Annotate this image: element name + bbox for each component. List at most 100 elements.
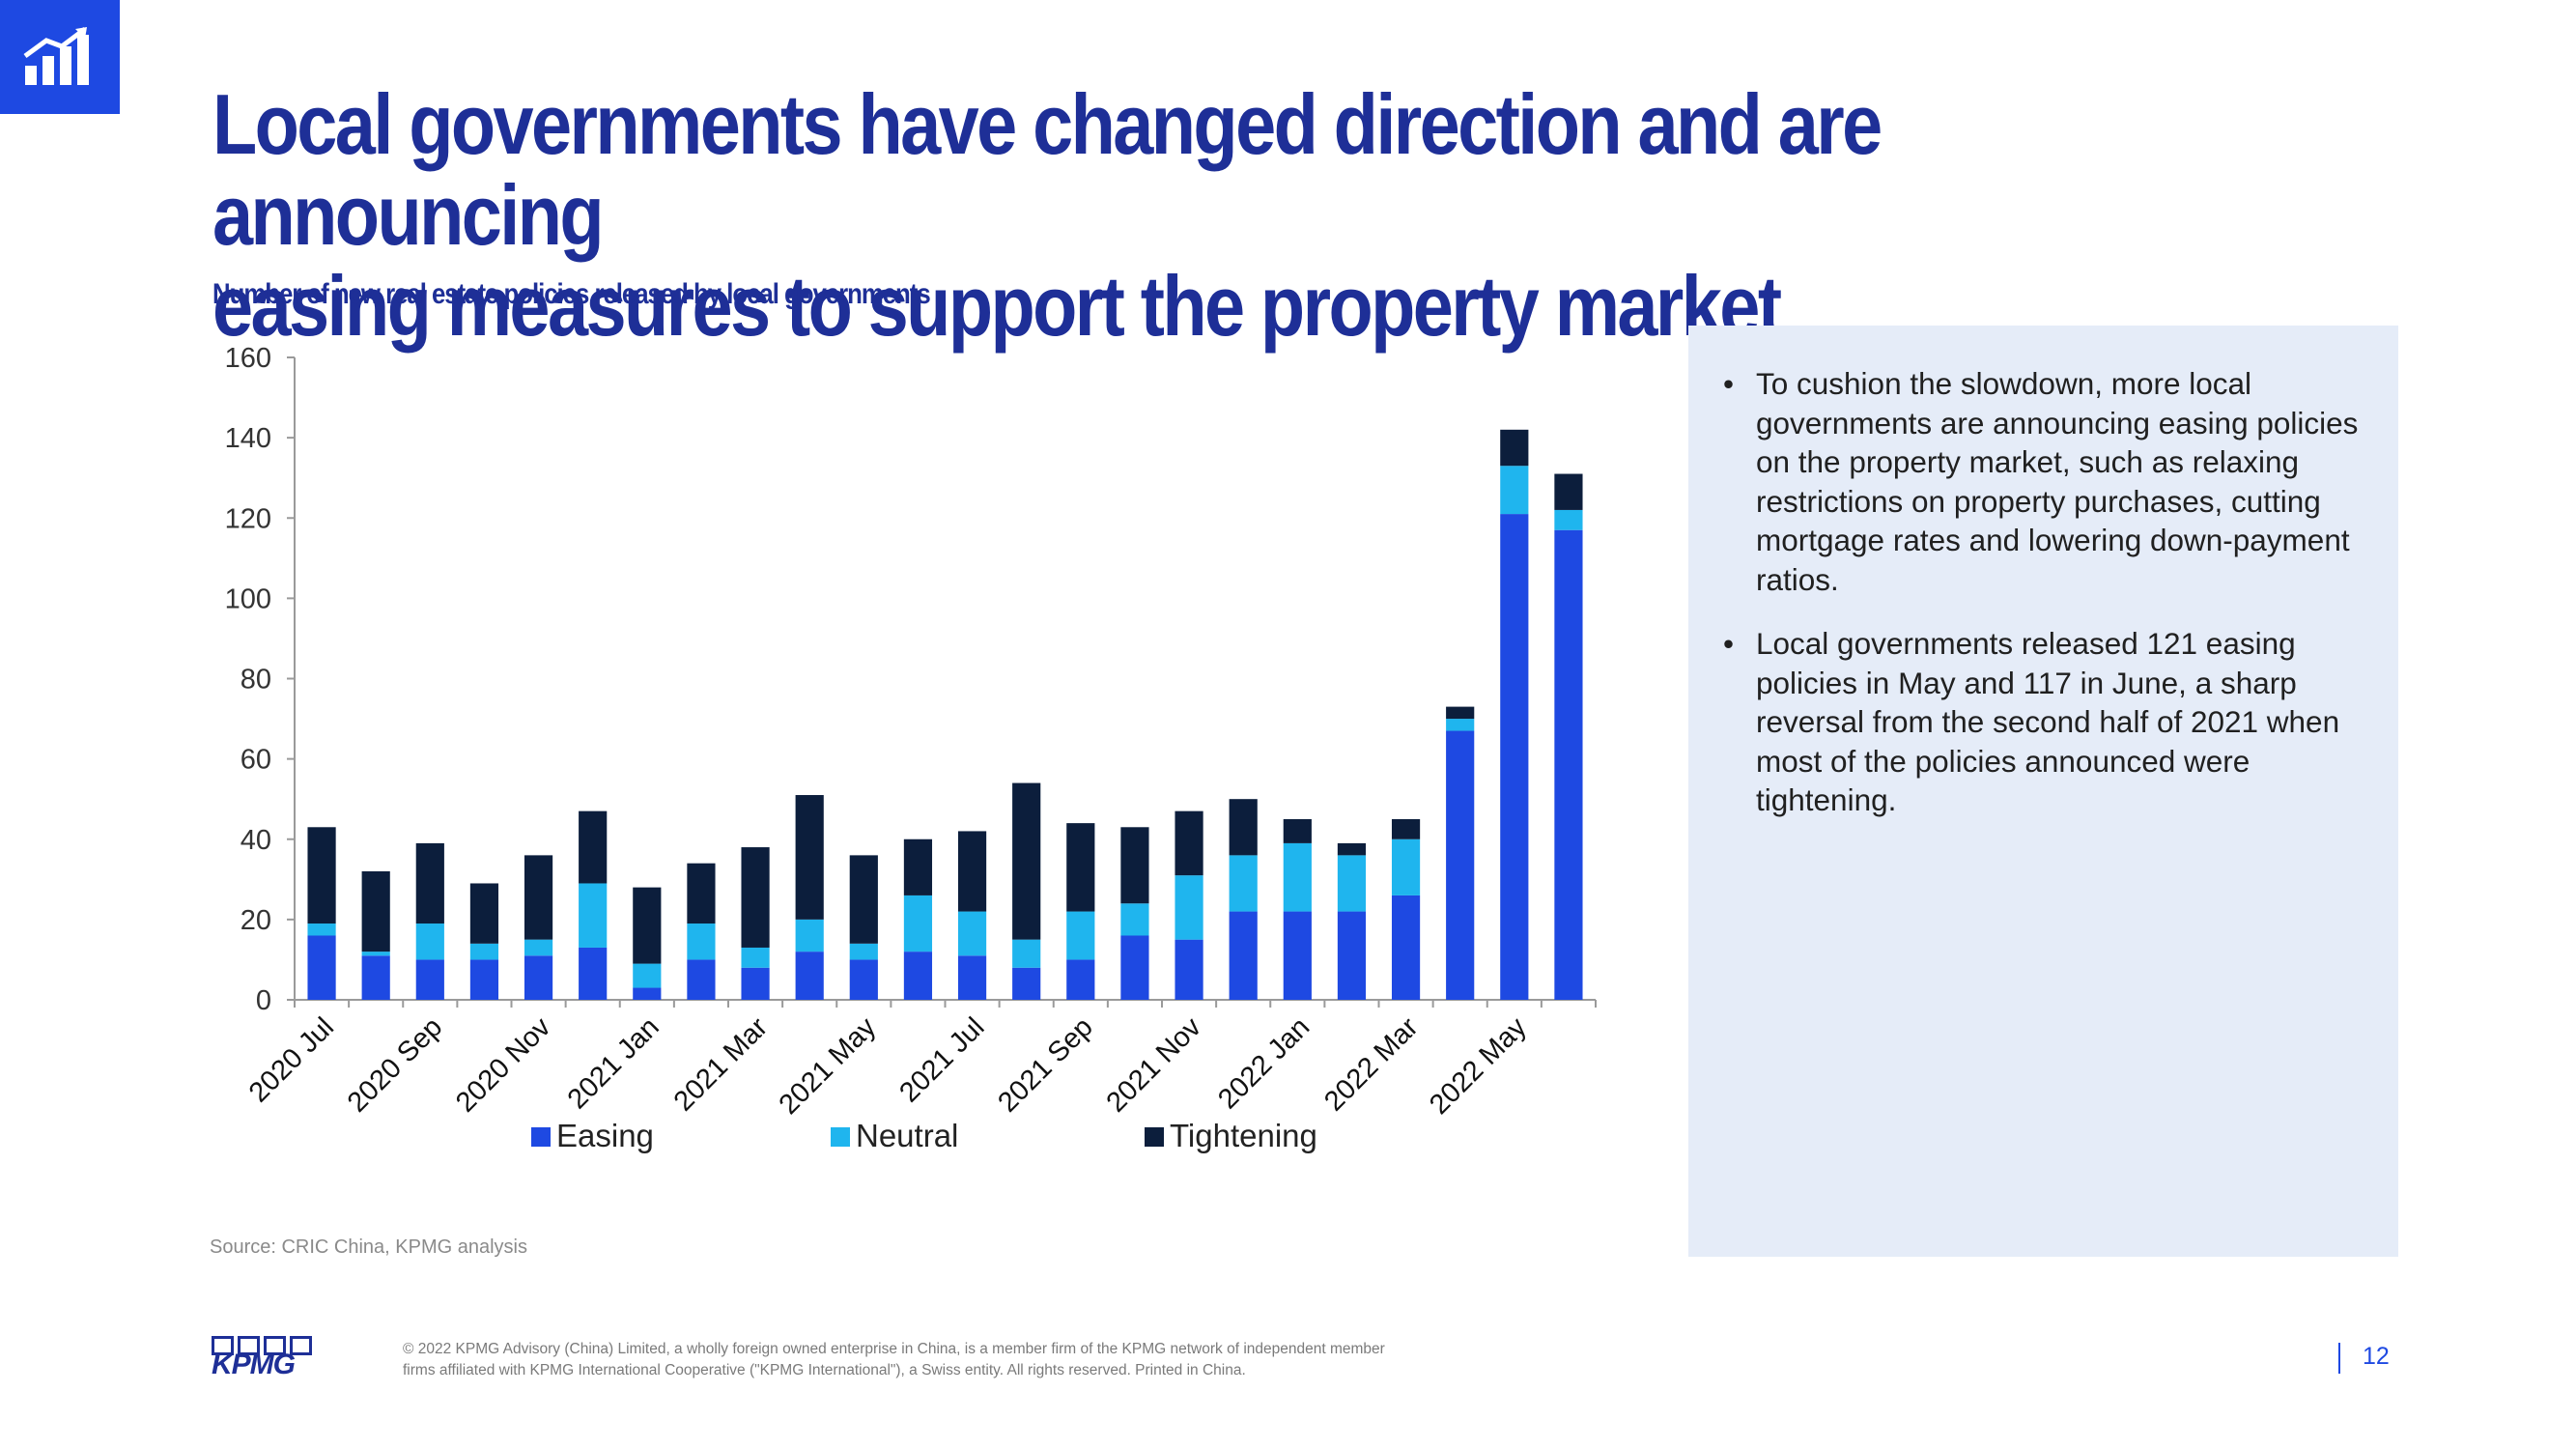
- bar-easing: [741, 967, 770, 1000]
- bar-tightening: [1446, 706, 1475, 720]
- x-tick-label: 2021 Mar: [668, 1011, 775, 1118]
- bar-easing: [1337, 911, 1367, 1000]
- y-tick-label: 40: [241, 825, 271, 856]
- bar-easing: [361, 955, 390, 1000]
- x-tick-label: 2021 Jan: [562, 1011, 665, 1115]
- bar-neutral: [1283, 842, 1312, 912]
- y-tick-label: 20: [241, 905, 271, 936]
- bar-tightening: [687, 863, 716, 924]
- bar-neutral: [579, 883, 608, 948]
- bullet-item: • Local governments released 121 easing …: [1721, 624, 2378, 820]
- x-tick-label: 2020 Nov: [450, 1011, 557, 1119]
- x-tick-label: 2020 Jul: [243, 1011, 340, 1108]
- bar-tightening: [1012, 782, 1041, 940]
- legend-swatch-tightening: [1145, 1127, 1164, 1147]
- bar-neutral: [741, 947, 770, 968]
- x-tick-label: 2022 Mar: [1318, 1011, 1425, 1118]
- bar-neutral: [849, 943, 878, 960]
- bar-tightening: [633, 887, 662, 964]
- bar-easing: [903, 952, 933, 1000]
- y-tick-label: 60: [241, 745, 271, 776]
- bar-neutral: [795, 919, 824, 952]
- bar-tightening: [1229, 799, 1258, 856]
- bar-neutral: [1229, 855, 1258, 912]
- bar-neutral: [1337, 855, 1367, 912]
- bar-easing: [307, 935, 336, 1000]
- bar-tightening: [579, 810, 608, 884]
- bar-neutral: [687, 923, 716, 960]
- x-tick-label: 2022 May: [1424, 1011, 1533, 1121]
- legend-label-easing: Easing: [556, 1118, 654, 1153]
- corner-tile: [0, 0, 120, 114]
- bar-easing: [795, 952, 824, 1000]
- bar-tightening: [849, 855, 878, 944]
- bar-easing: [1391, 895, 1421, 1000]
- x-tick-label: 2022 Jan: [1212, 1011, 1316, 1115]
- bar-easing: [524, 955, 553, 1000]
- x-tick-label: 2020 Sep: [342, 1011, 448, 1118]
- bar-easing: [469, 959, 499, 1000]
- commentary-panel: • To cushion the slowdown, more local go…: [1688, 326, 2398, 1257]
- bar-easing: [415, 959, 444, 1000]
- bar-easing: [1012, 967, 1041, 1000]
- bullet-text: Local governments released 121 easing po…: [1756, 626, 2340, 817]
- bar-tightening: [361, 871, 390, 952]
- y-tick-label: 160: [225, 343, 271, 374]
- page-title: Local governments have changed direction…: [212, 79, 2081, 352]
- source-note: Source: CRIC China, KPMG analysis: [210, 1236, 528, 1258]
- page-number: 12: [2363, 1343, 2390, 1370]
- bar-easing: [1554, 529, 1583, 1000]
- x-tick-label: 2021 Jul: [893, 1011, 990, 1108]
- bar-tightening: [1120, 827, 1149, 904]
- kpmg-logo-word: KPMG: [212, 1349, 296, 1380]
- page-title-line-2: easing measures to support the property …: [212, 258, 1782, 354]
- bar-chart-growth-icon: [23, 27, 89, 85]
- bullet-icon: •: [1723, 366, 1735, 401]
- x-tick-label: 2021 Sep: [992, 1011, 1098, 1118]
- y-tick-label: 80: [241, 665, 271, 696]
- bar-tightening: [741, 847, 770, 948]
- kpmg-logo-boxes: [212, 1336, 320, 1355]
- bar-easing: [687, 959, 716, 1000]
- bar-neutral: [1391, 838, 1421, 895]
- page-title-line-1: Local governments have changed direction…: [212, 76, 1882, 263]
- bar-tightening: [903, 838, 933, 895]
- bar-tightening: [307, 827, 336, 924]
- legend-swatch-neutral: [831, 1127, 850, 1147]
- x-tick-label: 2021 May: [774, 1011, 883, 1121]
- bar-tightening: [1391, 818, 1421, 839]
- bar-easing: [1446, 730, 1475, 1000]
- bar-tightening: [469, 883, 499, 944]
- bar-neutral: [1554, 509, 1583, 530]
- bar-tightening: [524, 855, 553, 940]
- bar-neutral: [361, 952, 390, 956]
- bar-tightening: [1337, 842, 1367, 856]
- y-tick-label: 0: [256, 985, 271, 1016]
- bar-neutral: [1175, 875, 1203, 940]
- bar-easing: [1500, 514, 1529, 1000]
- bar-tightening: [1066, 823, 1095, 912]
- bar-easing: [1229, 911, 1258, 1000]
- bar-tightening: [1500, 429, 1529, 467]
- legend-label-tightening: Tightening: [1170, 1118, 1317, 1153]
- bar-neutral: [957, 911, 987, 956]
- bullet-item: • To cushion the slowdown, more local go…: [1721, 364, 2378, 599]
- bar-easing: [1120, 935, 1149, 1000]
- bar-easing: [957, 955, 987, 1000]
- bar-neutral: [524, 939, 553, 956]
- bar-neutral: [633, 963, 662, 988]
- bar-easing: [1175, 939, 1203, 1000]
- bar-tightening: [1554, 473, 1583, 510]
- bar-neutral: [415, 923, 444, 960]
- copyright-notice: © 2022 KPMG Advisory (China) Limited, a …: [403, 1341, 1385, 1378]
- bar-neutral: [307, 923, 336, 936]
- bar-tightening: [415, 842, 444, 924]
- bar-neutral: [1120, 903, 1149, 936]
- bullet-text: To cushion the slowdown, more local gove…: [1756, 366, 2359, 597]
- bar-neutral: [469, 943, 499, 960]
- bullet-icon: •: [1723, 626, 1735, 661]
- bar-easing: [1283, 911, 1312, 1000]
- bar-tightening: [1175, 810, 1203, 876]
- bar-easing: [579, 947, 608, 1000]
